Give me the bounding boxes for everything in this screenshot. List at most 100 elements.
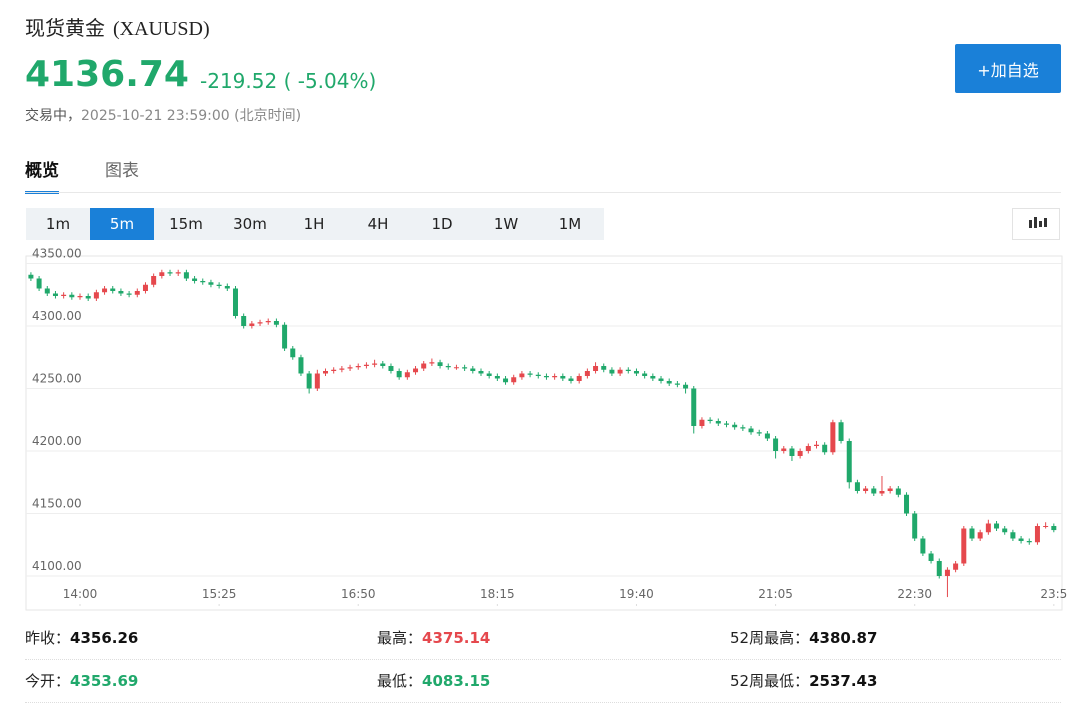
candle-body xyxy=(568,378,574,381)
interval[interactable]: 4H xyxy=(367,215,389,233)
candle-body xyxy=(961,528,967,564)
candle-body xyxy=(781,448,787,451)
candle-body xyxy=(494,376,500,379)
candle-body xyxy=(478,371,484,374)
candle-body xyxy=(175,272,181,274)
candle-body xyxy=(650,376,656,379)
candle-body xyxy=(764,433,770,439)
candle-body xyxy=(142,284,148,291)
candle-body xyxy=(61,294,67,296)
candle-body xyxy=(470,368,476,371)
candle-body xyxy=(93,292,99,299)
candle-body xyxy=(52,293,58,296)
candle-body xyxy=(773,438,779,451)
candle-body xyxy=(674,383,680,385)
stat: 52周最低：2537.43 xyxy=(730,670,877,691)
candle-body xyxy=(838,422,844,441)
candle-body xyxy=(732,424,738,428)
candle-body xyxy=(282,324,288,349)
change-pct: ( -5.04%) xyxy=(283,69,377,93)
stat-label: 52周最低： xyxy=(730,672,810,690)
interval[interactable]: 30m xyxy=(233,215,267,233)
candle-body xyxy=(347,367,353,369)
candle-body xyxy=(44,288,50,294)
candle-body xyxy=(224,286,230,289)
tab[interactable]: 图表 xyxy=(105,161,139,181)
interval[interactable]: 1W xyxy=(493,215,519,233)
candle-body xyxy=(846,441,852,483)
candle-body xyxy=(535,374,541,376)
status: 交易中，2025-10-21 23:59:00 (北京时间) xyxy=(25,105,301,125)
candle-body xyxy=(904,494,910,514)
stat-value: 2537.43 xyxy=(809,672,878,690)
x-tick-label: 22:30 xyxy=(897,587,932,601)
candle-body xyxy=(658,378,664,381)
interval[interactable]: 1m xyxy=(45,215,71,233)
candle-body xyxy=(511,377,517,383)
stat-label: 今开： xyxy=(25,672,71,690)
candle-body xyxy=(633,371,639,374)
stat-label: 昨收： xyxy=(25,629,71,647)
x-tick-label: 18:15 xyxy=(480,587,515,601)
candle-body xyxy=(977,532,983,539)
x-tick-label: 14:00 xyxy=(63,587,98,601)
interval[interactable]: 15m xyxy=(169,215,203,233)
tabs: 概览 图表 xyxy=(25,156,185,194)
symbol: (XAUUSD) xyxy=(113,18,210,40)
candle-body xyxy=(396,371,402,378)
time: 2025-10-21 23:59:00 xyxy=(81,108,230,124)
stat-label: 最高： xyxy=(377,629,423,647)
row-separator xyxy=(25,659,1061,660)
separator xyxy=(25,192,1061,193)
candle-body xyxy=(928,553,934,561)
candle-body xyxy=(953,563,959,570)
candle-body xyxy=(290,348,296,358)
chart-frame xyxy=(25,255,1063,611)
candle-body xyxy=(77,296,83,298)
candle-body xyxy=(273,321,279,325)
candle-body xyxy=(756,432,762,434)
candle-body xyxy=(560,376,566,379)
candle-body xyxy=(241,316,247,326)
candle-body xyxy=(200,281,206,283)
interval[interactable]: 1M xyxy=(558,215,582,233)
candle-body xyxy=(584,371,590,376)
candle-body xyxy=(683,384,689,389)
stat-value: 4083.15 xyxy=(422,672,491,690)
x-tick-label: 21:05 xyxy=(758,587,793,601)
candle-body xyxy=(249,323,255,326)
y-tick-label: 4350.00 xyxy=(32,247,82,261)
candle-body xyxy=(699,419,705,426)
candle-body xyxy=(822,444,828,453)
candle-body xyxy=(339,368,345,370)
candle-body xyxy=(994,523,1000,529)
timezone: (北京时间) xyxy=(234,108,302,124)
candle-body xyxy=(1051,526,1057,531)
candle-body xyxy=(134,291,140,295)
status-text: 交易中， xyxy=(25,108,81,124)
candle-body xyxy=(1043,526,1049,527)
interval[interactable]: 1D xyxy=(431,215,453,233)
interval[interactable]: 1H xyxy=(303,215,325,233)
candle-body xyxy=(486,373,492,376)
y-tick-label: 4150.00 xyxy=(32,497,82,511)
candle-body xyxy=(601,366,607,370)
change: -219.52 ( -5.04%) xyxy=(200,69,376,93)
stat: 最高：4375.14 xyxy=(377,627,490,648)
y-tick-label: 4100.00 xyxy=(32,559,82,573)
candle-body xyxy=(28,274,34,279)
candle-body xyxy=(306,373,312,389)
add-watchlist[interactable]: +加自选 xyxy=(955,44,1061,93)
interval[interactable]: 5m xyxy=(90,208,154,240)
x-tick-label: 15:25 xyxy=(202,587,237,601)
stat-label: 52周最高： xyxy=(730,629,810,647)
candle-body xyxy=(691,388,697,426)
stat-value: 4356.26 xyxy=(70,629,139,647)
candle-body xyxy=(118,291,124,294)
candle-body xyxy=(609,369,615,374)
candle-body xyxy=(805,446,811,451)
chart-type-button[interactable] xyxy=(1012,208,1060,240)
candle-body xyxy=(1010,532,1016,539)
stat: 52周最高：4380.87 xyxy=(730,627,877,648)
